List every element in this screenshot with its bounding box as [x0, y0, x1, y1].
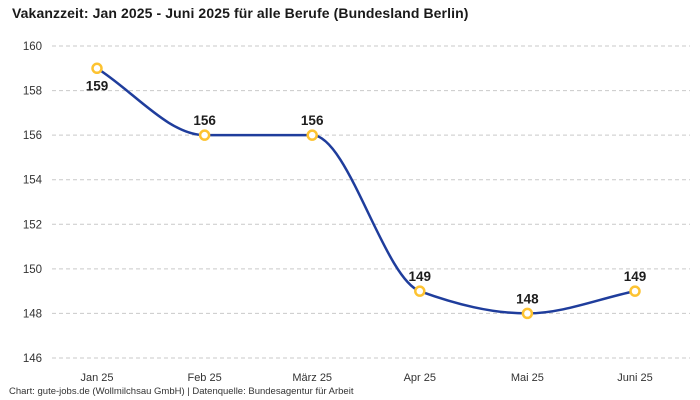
- x-axis-tick-label: Juni 25: [617, 372, 652, 384]
- data-point-label: 149: [409, 269, 432, 284]
- data-point-label: 156: [193, 113, 216, 128]
- data-point-marker: [521, 307, 534, 320]
- chart-footer: Chart: gute-jobs.de (Wollmilchsau GmbH) …: [9, 386, 354, 397]
- chart-title: Vakanzzeit: Jan 2025 - Juni 2025 für all…: [12, 5, 469, 21]
- x-axis-tick-label: März 25: [292, 372, 332, 384]
- y-axis-tick-label: 158: [23, 86, 42, 98]
- y-axis-tick-label: 152: [23, 219, 42, 231]
- y-axis-tick-label: 146: [23, 353, 42, 365]
- x-axis-tick-label: Feb 25: [187, 372, 221, 384]
- x-axis-tick-label: Jan 25: [80, 372, 113, 384]
- data-point-marker: [414, 285, 426, 297]
- y-axis-tick-label: 156: [23, 130, 42, 142]
- y-axis-tick-label: 150: [23, 264, 42, 276]
- data-point-marker: [306, 129, 318, 141]
- y-axis-tick-label: 154: [23, 175, 43, 187]
- y-axis-tick-label: 160: [23, 41, 42, 53]
- data-point-label: 159: [86, 78, 109, 93]
- data-point-marker: [91, 62, 103, 75]
- x-axis-tick-label: Mai 25: [511, 372, 544, 384]
- data-point-label: 148: [516, 291, 539, 306]
- data-point-label: 156: [301, 113, 324, 128]
- y-axis-tick-label: 148: [23, 308, 42, 320]
- data-point-marker: [629, 285, 641, 297]
- data-point-marker: [198, 129, 211, 141]
- data-point-label: 149: [624, 269, 647, 284]
- line-series-path: [95, 67, 637, 315]
- x-axis-tick-label: Apr 25: [404, 372, 436, 384]
